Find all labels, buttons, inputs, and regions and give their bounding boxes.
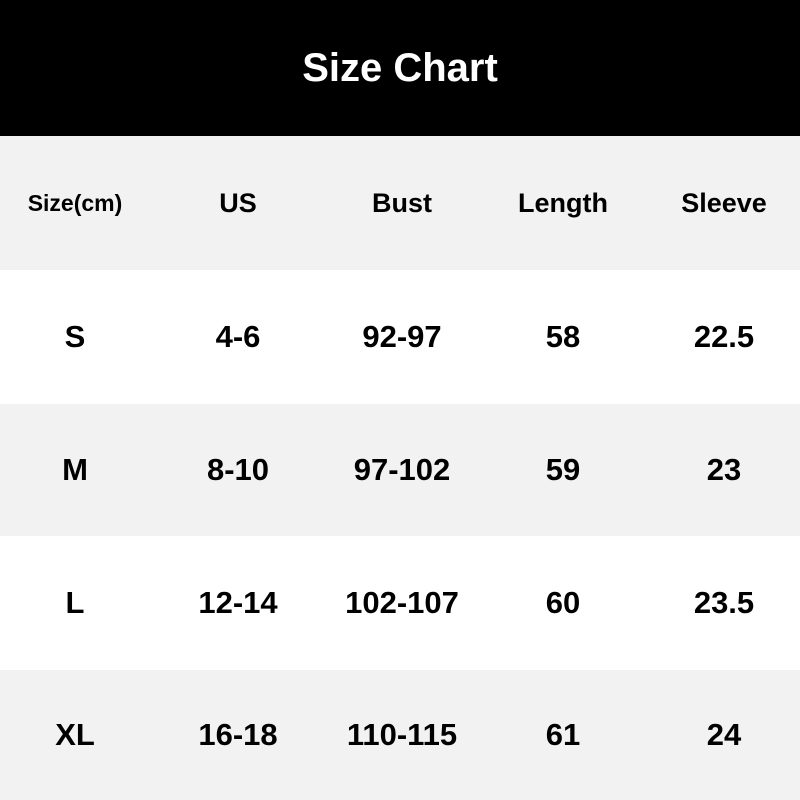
table-cell: 92-97 [362,319,442,354]
table-row: S 4-6 92-97 58 22.5 [0,270,800,404]
table-cell: 61 [545,717,581,752]
table-cell: S [64,319,86,354]
table-cell: 102-107 [345,585,459,620]
table-cell: 4-6 [215,319,261,354]
column-header: US [219,187,257,218]
table-cell: 22.5 [693,319,755,354]
column-header: Sleeve [681,187,767,218]
table-cell: 110-115 [346,717,458,752]
table-cell: 97-102 [353,452,451,487]
table-row: L 12-14 102-107 60 23.5 [0,536,800,670]
table-cell: 23.5 [693,585,755,620]
page-title: Size Chart [302,45,498,90]
table-header-row: Size(cm) US Bust Length Sleeve [0,136,800,270]
table-cell: 24 [706,717,742,752]
title-bar: Size Chart [0,0,800,136]
column-header: Size(cm) [27,189,123,216]
size-table: Size(cm) US Bust Length Sleeve S 4-6 92-… [0,136,800,800]
table-cell: M [62,452,88,487]
table-cell: XL [55,717,95,752]
table-cell: 12-14 [198,585,278,620]
table-cell: 60 [545,585,581,620]
table-row: M 8-10 97-102 59 23 [0,404,800,536]
column-header: Length [518,187,608,218]
table-row: XL 16-18 110-115 61 24 [0,670,800,800]
table-cell: L [65,585,85,620]
table-cell: 59 [545,452,581,487]
table-cell: 8-10 [206,452,270,487]
column-header: Bust [372,187,432,218]
table-cell: 23 [706,452,742,487]
table-cell: 58 [545,319,581,354]
table-cell: 16-18 [198,717,278,752]
